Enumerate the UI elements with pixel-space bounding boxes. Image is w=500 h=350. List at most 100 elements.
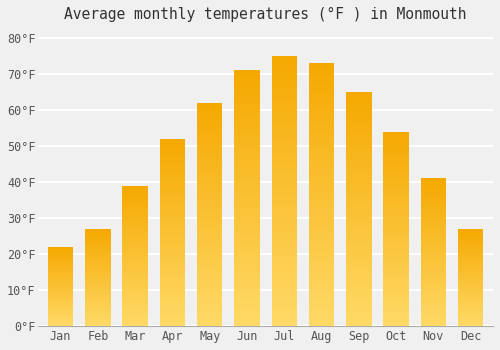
Bar <box>160 159 185 161</box>
Bar <box>122 199 148 201</box>
Bar <box>272 137 297 140</box>
Bar <box>458 246 483 247</box>
Bar <box>234 262 260 265</box>
Bar <box>458 276 483 277</box>
Bar <box>384 250 409 252</box>
Bar <box>48 314 74 315</box>
Bar <box>197 174 222 176</box>
Bar <box>160 148 185 150</box>
Bar <box>122 232 148 233</box>
Bar <box>346 218 372 220</box>
Bar <box>160 275 185 277</box>
Bar <box>122 308 148 309</box>
Bar <box>122 260 148 261</box>
Bar <box>272 191 297 194</box>
Bar <box>85 280 110 281</box>
Bar <box>384 202 409 203</box>
Bar <box>458 245 483 246</box>
Bar <box>160 302 185 303</box>
Bar <box>234 157 260 160</box>
Bar <box>346 309 372 312</box>
Bar <box>420 240 446 242</box>
Bar <box>272 258 297 261</box>
Bar <box>309 100 334 103</box>
Bar <box>309 142 334 145</box>
Bar <box>122 288 148 289</box>
Bar <box>458 266 483 267</box>
Bar <box>420 262 446 264</box>
Bar <box>384 231 409 233</box>
Bar <box>122 261 148 263</box>
Bar <box>458 287 483 288</box>
Bar <box>420 274 446 276</box>
Bar <box>346 300 372 302</box>
Bar <box>420 206 446 208</box>
Bar <box>458 241 483 242</box>
Bar <box>309 284 334 287</box>
Bar <box>346 211 372 214</box>
Bar <box>458 288 483 289</box>
Bar <box>234 293 260 295</box>
Bar <box>160 208 185 210</box>
Bar <box>346 244 372 246</box>
Bar <box>197 114 222 116</box>
Bar <box>197 199 222 201</box>
Bar <box>85 318 110 319</box>
Bar <box>122 187 148 188</box>
Bar <box>48 286 74 287</box>
Bar <box>458 299 483 300</box>
Bar <box>420 230 446 231</box>
Bar <box>458 251 483 252</box>
Bar <box>122 223 148 225</box>
Bar <box>197 170 222 172</box>
Bar <box>384 147 409 149</box>
Bar <box>160 167 185 169</box>
Bar <box>346 162 372 164</box>
Bar <box>197 190 222 192</box>
Bar <box>309 313 334 315</box>
Bar <box>346 116 372 118</box>
Bar <box>85 302 110 303</box>
Bar <box>85 262 110 263</box>
Bar <box>458 238 483 239</box>
Bar <box>160 238 185 240</box>
Bar <box>458 252 483 253</box>
Bar <box>122 229 148 231</box>
Bar <box>458 297 483 298</box>
Bar <box>420 320 446 321</box>
Bar <box>48 315 74 316</box>
Bar <box>85 324 110 325</box>
Bar <box>160 170 185 173</box>
Bar <box>420 301 446 302</box>
Bar <box>309 271 334 273</box>
Bar <box>48 258 74 259</box>
Bar <box>458 257 483 258</box>
Bar <box>160 244 185 245</box>
Bar <box>234 265 260 267</box>
Bar <box>122 243 148 245</box>
Bar <box>272 323 297 326</box>
Bar <box>48 308 74 309</box>
Bar <box>346 150 372 153</box>
Bar <box>272 124 297 126</box>
Bar <box>160 290 185 292</box>
Bar <box>458 310 483 311</box>
Bar <box>420 208 446 209</box>
Bar <box>420 242 446 243</box>
Bar <box>420 289 446 290</box>
Bar <box>122 322 148 323</box>
Bar <box>85 320 110 321</box>
Bar <box>458 280 483 281</box>
Bar <box>122 281 148 282</box>
Bar <box>160 219 185 221</box>
Bar <box>458 293 483 294</box>
Bar <box>458 315 483 316</box>
Bar <box>272 229 297 231</box>
Bar <box>346 237 372 239</box>
Bar <box>346 319 372 321</box>
Bar <box>197 306 222 308</box>
Bar <box>272 294 297 296</box>
Bar <box>420 192 446 193</box>
Bar <box>309 255 334 258</box>
Bar <box>122 214 148 215</box>
